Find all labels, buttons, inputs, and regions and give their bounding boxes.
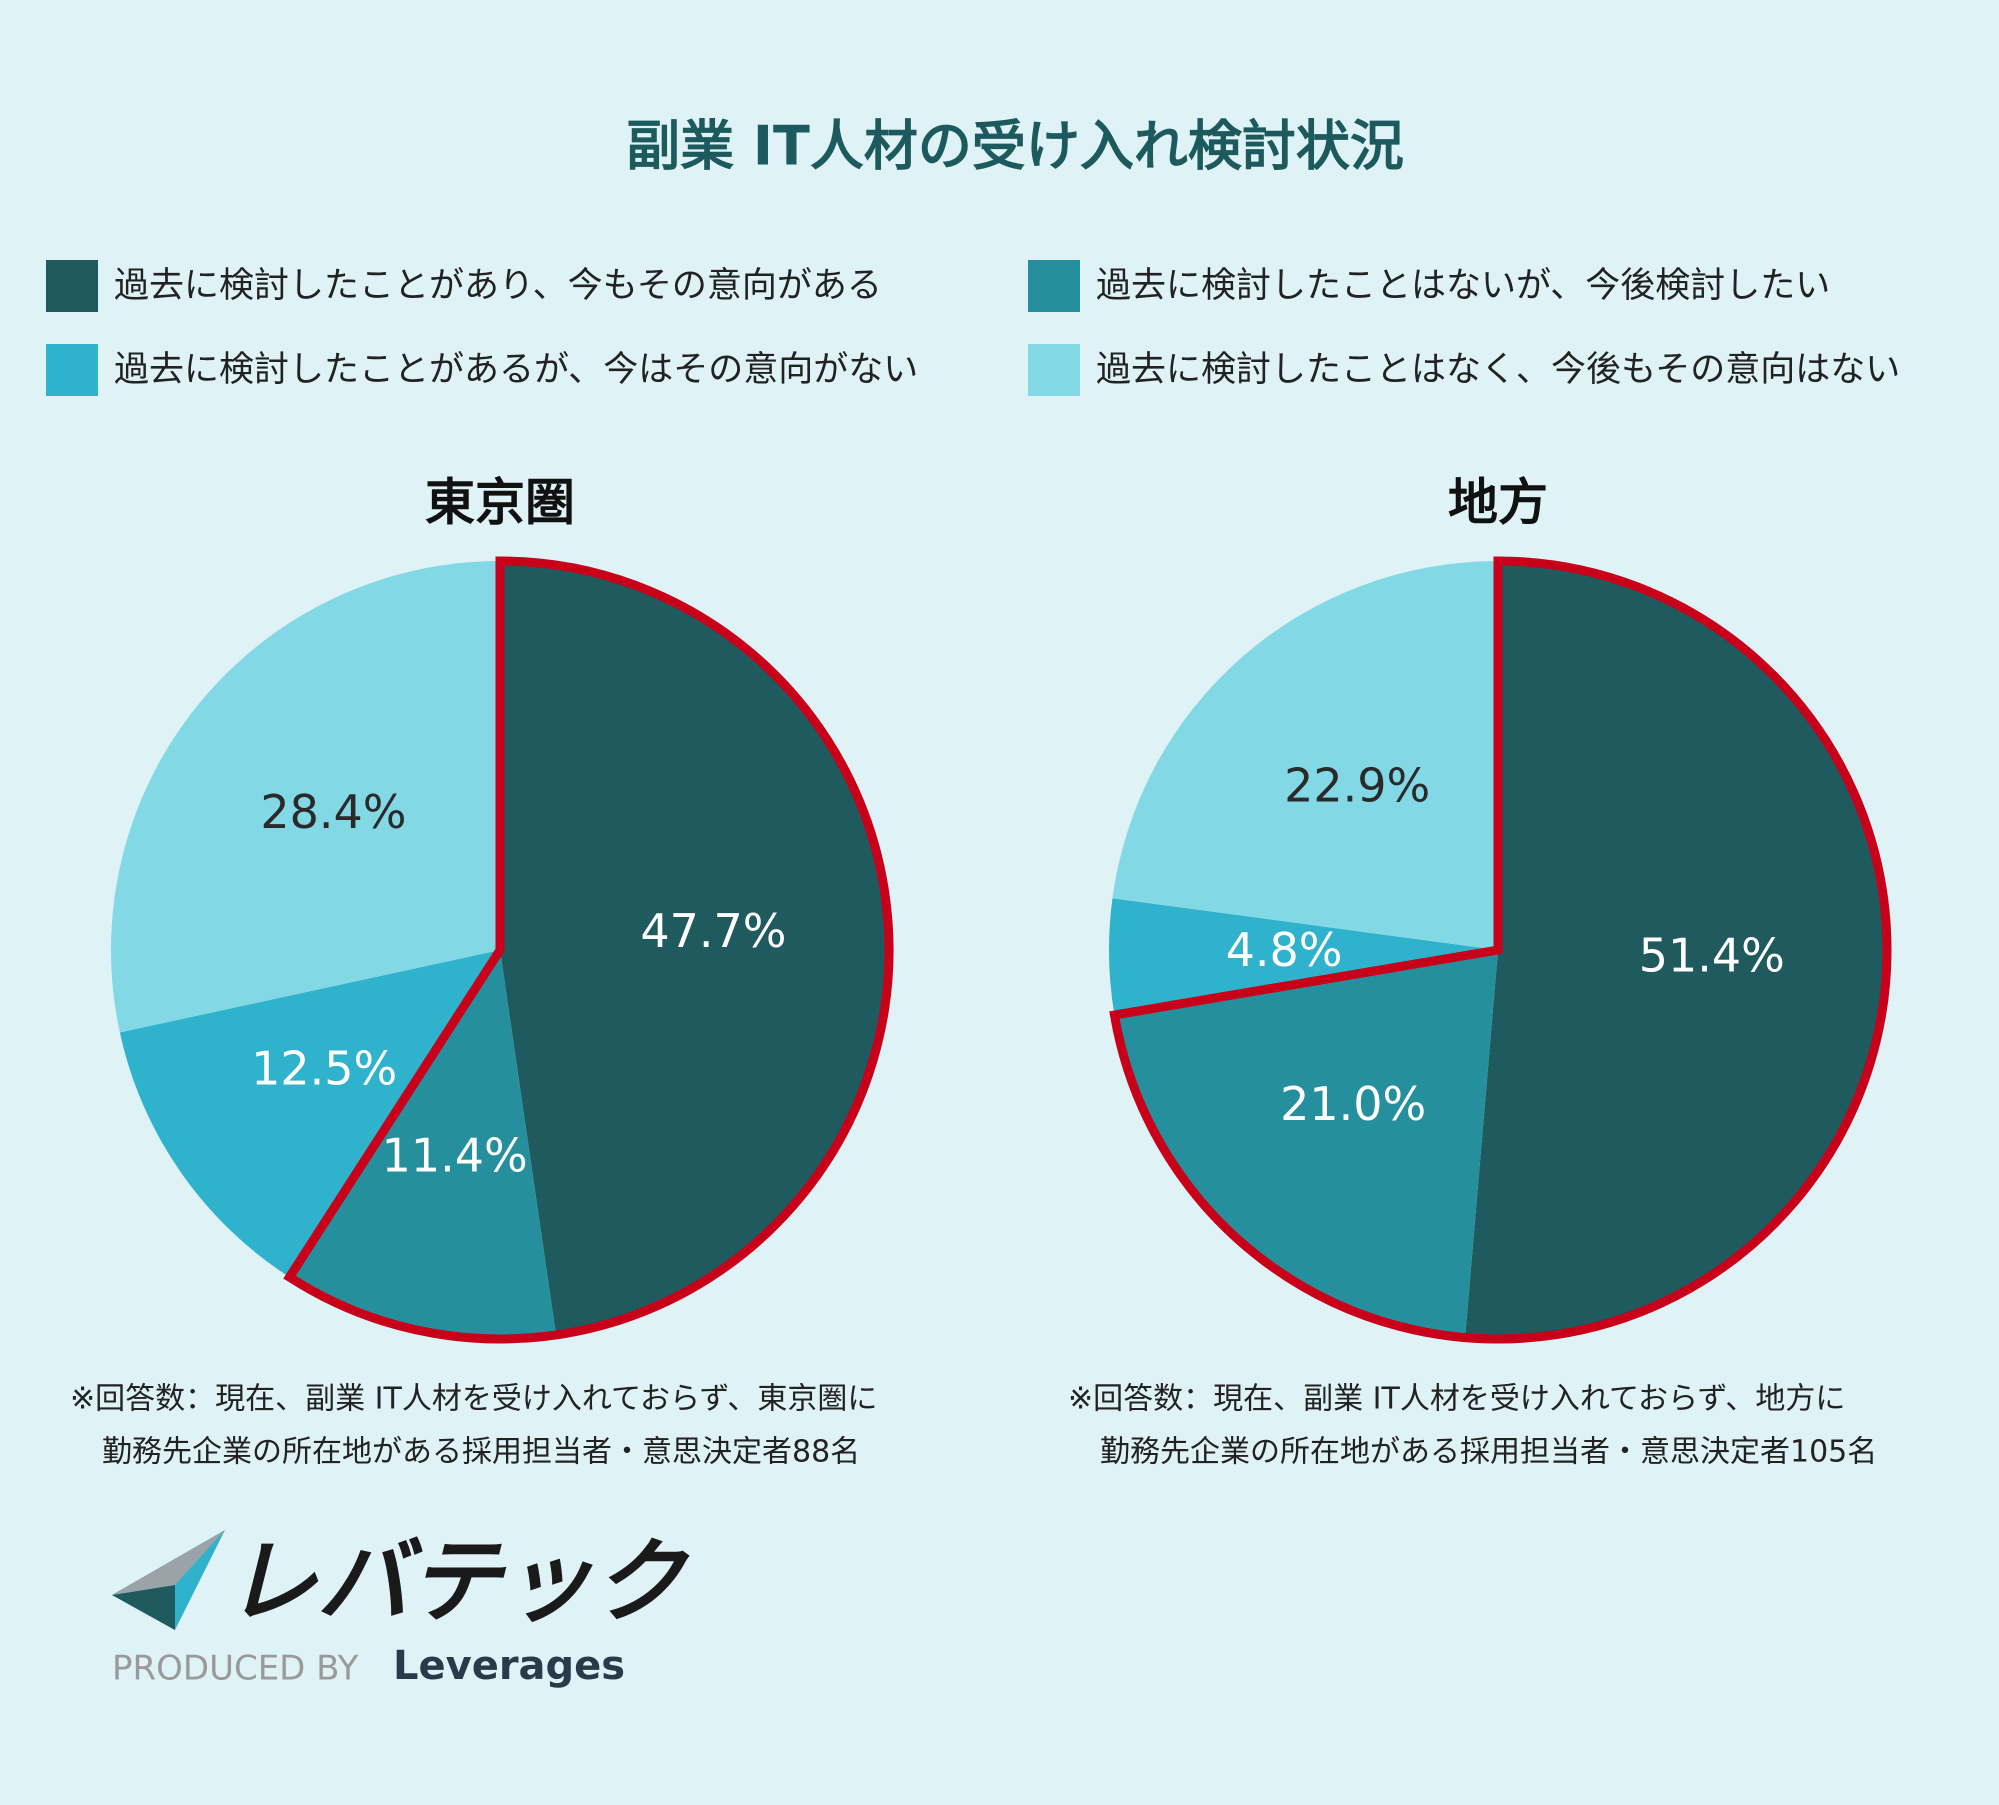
pie-slice (1112, 561, 1498, 950)
value-label: 51.4% (1639, 929, 1785, 983)
note: 勤務先企業の所在地がある採用担当者・意思決定者88名 (102, 1435, 860, 1470)
note: ※回答数：現在、副業 IT人材を受け入れておらず、東京圏に (70, 1382, 877, 1417)
page-title: 副業 IT人材の受け入れ検討状況 (626, 115, 1404, 178)
pie-slice (1109, 898, 1498, 1016)
pie-slice (110, 560, 501, 1033)
logo-tagline: PRODUCED BY (112, 1649, 359, 1689)
pie-title: 東京圏 (425, 474, 575, 532)
value-label: 21.0% (1280, 1077, 1426, 1131)
legend-swatch (1028, 260, 1080, 312)
note: ※回答数：現在、副業 IT人材を受け入れておらず、地方に (1068, 1382, 1845, 1417)
logo-brand: Leverages (393, 1643, 625, 1689)
legend-label: 過去に検討したことがあるが、今はその意向がない (114, 350, 918, 390)
logo-icon (112, 1585, 175, 1630)
logo-icon (112, 1530, 225, 1595)
legend-label: 過去に検討したことはないが、今後検討したい (1096, 266, 1830, 306)
value-label: 12.5% (251, 1041, 397, 1095)
value-label: 28.4% (260, 785, 406, 839)
pie-slice (289, 950, 557, 1339)
legend-label: 過去に検討したことはなく、今後もその意向はない (1096, 350, 1900, 390)
pie-slice (500, 561, 889, 1335)
legend-swatch (46, 344, 98, 396)
value-label: 22.9% (1284, 758, 1430, 812)
pie-slice (1114, 950, 1498, 1338)
value-label: 11.4% (382, 1129, 528, 1183)
value-label: 4.8% (1226, 923, 1343, 977)
legend-swatch (1028, 344, 1080, 396)
highlight-outline (283, 556, 894, 1344)
pie-slice (1465, 561, 1888, 1340)
note: 勤務先企業の所在地がある採用担当者・意思決定者105名 (1100, 1435, 1877, 1470)
value-label: 47.7% (640, 904, 786, 958)
legend-swatch (46, 260, 98, 312)
legend-label: 過去に検討したことがあり、今もその意向がある (114, 266, 882, 306)
pie-slice (119, 950, 500, 1278)
logo-name: レバテック (225, 1528, 690, 1635)
logo: レバテック PRODUCED BY Leverages (112, 1528, 690, 1689)
highlight-outline (1109, 556, 1892, 1344)
pie-title: 地方 (1448, 474, 1548, 532)
